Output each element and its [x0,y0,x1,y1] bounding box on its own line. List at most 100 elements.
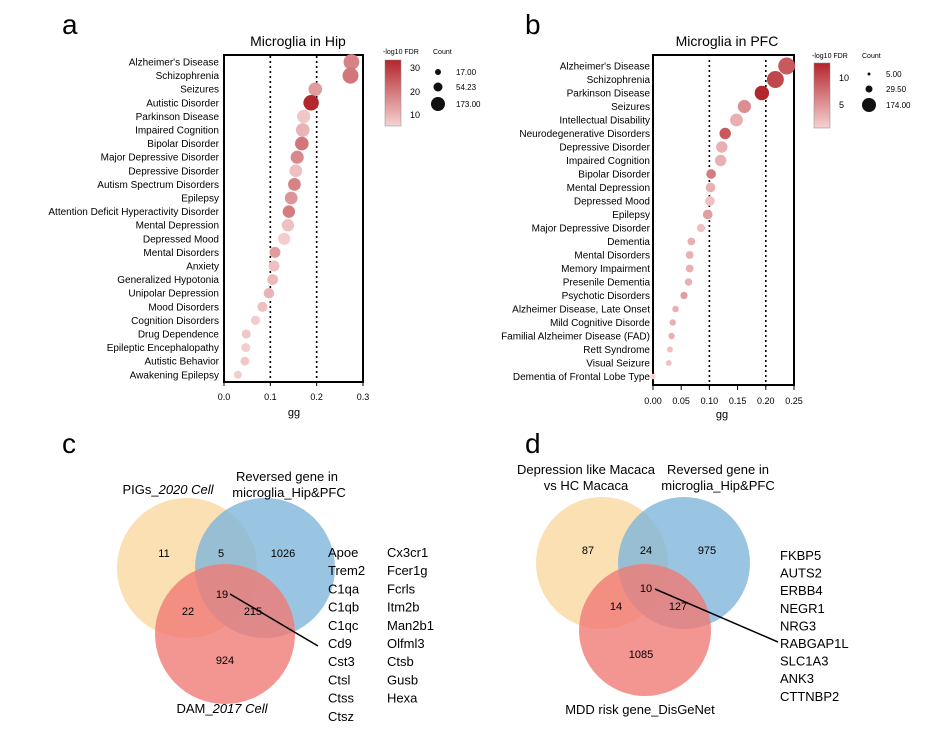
y-tick-label: Impaired Cognition [135,126,219,137]
gene-name: AUTS2 [780,566,822,581]
x-tick-label: 0.05 [672,396,690,406]
y-tick-label: Depressed Mood [574,197,650,208]
x-tick-label: 0.3 [357,392,370,402]
y-tick-label: Alzheimer Disease, Late Onset [512,305,650,316]
size-legend-label: 54.23 [456,83,477,92]
data-point [284,191,298,205]
y-tick-label: Dementia [607,237,650,248]
y-tick-label: Mild Cognitive Disorde [550,318,650,329]
gene-name: Man2b1 [387,618,434,633]
x-axis-label: gg [716,409,728,421]
y-tick-label: Parkinson Disease [567,89,651,100]
y-tick-label: Seizures [611,102,650,113]
set-label-depression: Depression like Macaca [517,462,656,477]
data-point [716,141,728,153]
y-tick-label: Depressive Disorder [128,166,219,177]
color-legend-tick: 30 [410,63,420,73]
size-legend-title: Count [433,49,452,56]
data-point [257,301,268,312]
venn-count: 87 [582,545,594,557]
size-legend-label: 29.50 [886,85,907,94]
gene-name: C1qc [328,618,359,633]
y-tick-label: Visual Seizure [586,359,650,370]
data-point [706,169,716,179]
y-tick-label: Dementia of Frontal Lobe Type [513,372,651,383]
x-tick-label: 0.00 [644,396,662,406]
data-point [672,305,679,313]
data-point [269,246,281,258]
gene-name: FKBP5 [780,548,821,563]
size-legend-dot [435,69,441,75]
gene-name: Gusb [387,672,418,687]
gene-list: Apoe Trem2 C1qa C1qb C1qc Cd9 Cst3 Ctsl Ctss Ctsz [328,545,365,724]
y-tick-label: Generalized Hypotonia [117,275,219,286]
size-legend-title: Count [862,53,881,60]
panel-letter-c: c [62,428,76,459]
venn-count: 19 [216,589,228,601]
y-tick-label: Neurodegenerative Disorders [519,129,650,140]
gene-name: ERBB4 [780,583,823,598]
data-point [250,315,261,326]
y-tick-label: Depressive Disorder [559,143,650,154]
color-legend-tick: 5 [839,100,844,110]
data-point [288,178,301,191]
y-tick-label: Impaired Cognition [566,156,650,167]
venn-count: 1085 [629,649,653,661]
y-tick-label: Drug Dependence [138,330,220,341]
y-tick-label: Depressed Mood [143,234,219,245]
size-legend-label: 17.00 [456,68,477,77]
y-tick-label: Presenile Dementia [563,278,651,289]
data-point [669,319,676,326]
venn-count: 22 [182,606,194,618]
data-point [290,150,304,164]
x-axis-label: gg [288,407,300,419]
gene-name: NRG3 [780,618,816,633]
y-tick-label: Anxiety [186,262,219,273]
y-tick-label: Familial Alzheimer Disease (FAD) [501,332,650,343]
data-point [666,346,673,353]
set-label-dam: DAM_2017 Cell [176,701,268,716]
x-tick-label: 0.1 [264,392,277,402]
data-point [241,329,251,339]
data-point [705,196,715,206]
set-label-pigs: PIGs_2020 Cell [122,482,214,497]
gene-name: RABGAP1L [780,636,849,651]
y-tick-label: Mood Disorders [148,302,219,313]
x-tick-label: 0.15 [729,396,747,406]
gene-name: Ctsb [387,654,414,669]
venn-diagram-c: PIGs_2020 Cell Reversed gene in microgli… [117,469,434,724]
y-tick-label: Autism Spectrum Disorders [97,180,219,191]
gene-name: SLC1A3 [780,654,828,669]
data-point [680,291,688,300]
color-legend-bar [813,62,831,129]
y-tick-label: Epilepsy [181,194,219,205]
data-point [281,219,295,232]
data-point [754,85,770,101]
y-tick-label: Mental Disorders [574,251,650,262]
size-legend-dot [867,72,871,76]
y-tick-label: Schizophrenia [156,71,220,82]
venn-count: 14 [610,601,622,613]
y-tick-label: Bipolar Disorder [147,139,219,150]
venn-count: 24 [640,545,652,557]
x-tick-label: 0.2 [310,392,323,402]
gene-name: Cst3 [328,654,355,669]
y-tick-label: Parkinson Disease [136,112,220,123]
gene-name: Ctsl [328,672,351,687]
data-point [665,360,672,366]
y-tick-label: Mental Depression [136,221,219,232]
size-legend-label: 174.00 [886,101,911,110]
data-point [737,99,751,114]
color-legend-tick: 20 [410,87,420,97]
venn-count: 1026 [271,548,295,560]
y-tick-label: Rett Syndrome [583,345,650,356]
gene-name: Fcrls [387,581,416,596]
data-point [267,274,279,285]
bubble-chart-pfc: Microglia in PFC gg Alzheimer's Disease S… [501,33,911,421]
data-point [685,251,694,259]
data-point [308,82,323,97]
data-point [685,264,694,273]
gene-name: NEGR1 [780,601,825,616]
x-tick-label: 0.0 [218,392,231,402]
